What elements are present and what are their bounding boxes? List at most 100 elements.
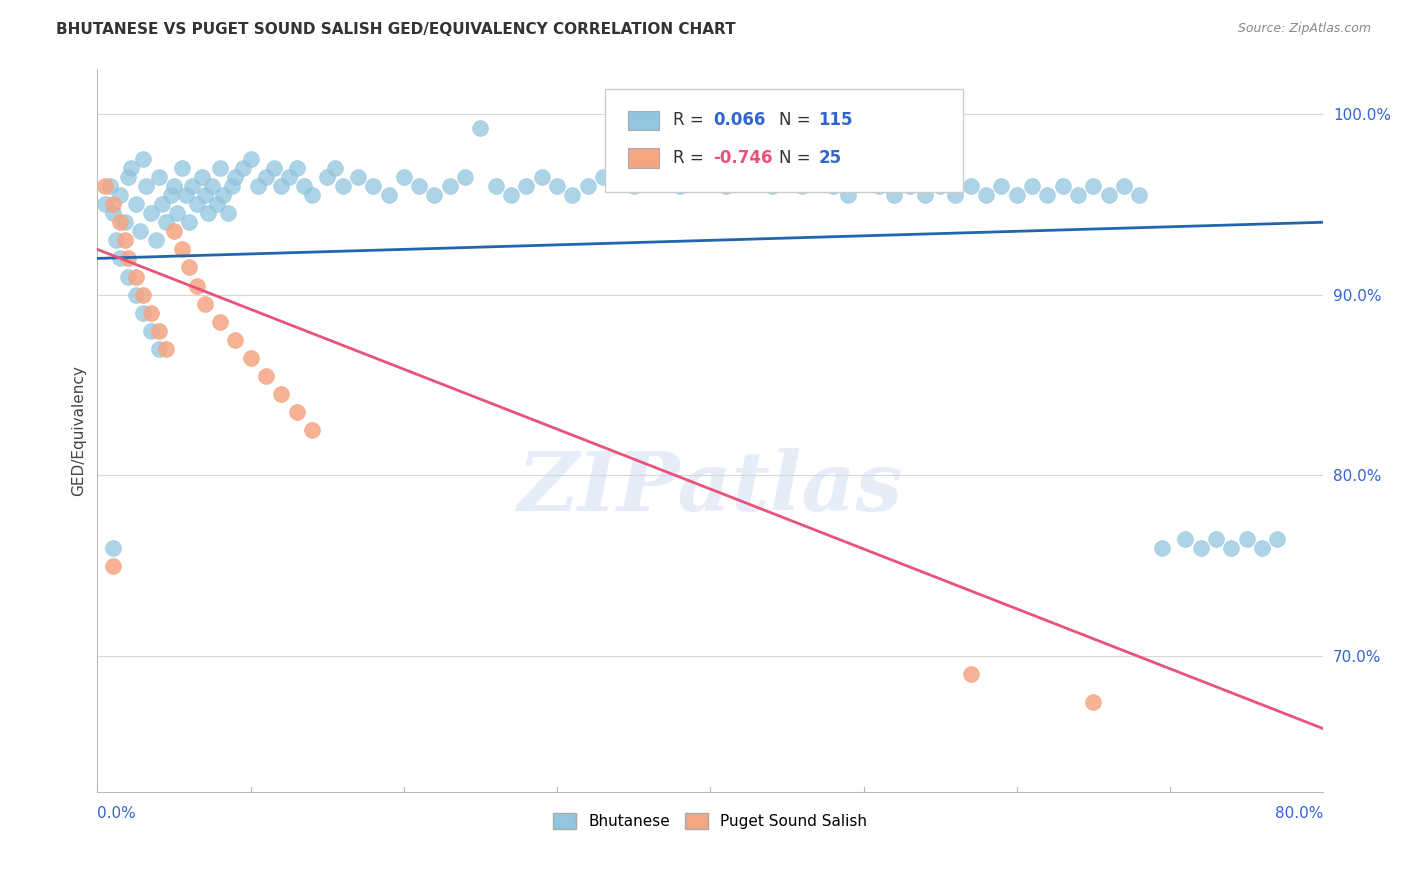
Point: [454, 169, 477, 184]
Point: [852, 169, 875, 184]
Legend: Bhutanese, Puget Sound Salish: Bhutanese, Puget Sound Salish: [547, 806, 873, 835]
Point: [217, 206, 239, 220]
Point: [150, 197, 173, 211]
Point: [239, 152, 262, 166]
Point: [745, 161, 768, 175]
Point: [197, 206, 219, 220]
Point: [1067, 188, 1090, 202]
Point: [837, 188, 859, 202]
Point: [1152, 541, 1174, 555]
Point: [292, 179, 315, 194]
Text: Source: ZipAtlas.com: Source: ZipAtlas.com: [1237, 22, 1371, 36]
Point: [221, 179, 243, 194]
Y-axis label: GED/Equivalency: GED/Equivalency: [72, 365, 86, 496]
Point: [224, 333, 246, 347]
Point: [323, 161, 346, 175]
Point: [990, 179, 1012, 194]
Point: [929, 179, 952, 194]
Point: [163, 224, 186, 238]
Point: [98, 179, 121, 194]
Text: R =: R =: [673, 112, 710, 129]
Point: [1265, 532, 1288, 546]
Point: [530, 169, 553, 184]
Point: [181, 179, 204, 194]
Point: [174, 188, 197, 202]
Point: [761, 179, 783, 194]
Point: [301, 188, 323, 202]
Point: [212, 188, 235, 202]
Point: [607, 161, 630, 175]
Point: [959, 667, 981, 681]
Point: [470, 121, 492, 136]
Point: [124, 197, 146, 211]
Point: [120, 161, 142, 175]
Point: [155, 215, 177, 229]
Point: [179, 260, 201, 275]
Point: [247, 179, 270, 194]
Point: [883, 188, 905, 202]
Point: [959, 179, 981, 194]
Point: [160, 188, 183, 202]
Text: R =: R =: [673, 149, 710, 167]
Point: [139, 306, 162, 320]
Point: [148, 169, 170, 184]
Point: [1251, 541, 1274, 555]
Point: [1083, 179, 1105, 194]
Point: [485, 179, 508, 194]
Point: [104, 233, 127, 247]
Point: [1236, 532, 1258, 546]
Point: [194, 188, 217, 202]
Point: [190, 169, 212, 184]
Point: [166, 206, 188, 220]
Point: [301, 423, 323, 437]
Point: [1112, 179, 1135, 194]
Point: [205, 197, 228, 211]
Text: 115: 115: [818, 112, 853, 129]
Point: [1205, 532, 1227, 546]
Point: [163, 179, 186, 194]
Point: [129, 224, 152, 238]
Point: [155, 342, 177, 356]
Point: [208, 161, 231, 175]
Point: [1220, 541, 1243, 555]
Point: [285, 405, 308, 419]
Point: [392, 169, 415, 184]
Point: [254, 169, 277, 184]
Point: [145, 233, 167, 247]
Point: [135, 179, 157, 194]
Point: [1052, 179, 1074, 194]
Point: [730, 169, 752, 184]
Point: [332, 179, 354, 194]
Text: 80.0%: 80.0%: [1275, 806, 1323, 822]
Point: [699, 161, 721, 175]
Point: [1036, 188, 1059, 202]
Point: [114, 215, 136, 229]
Point: [170, 161, 193, 175]
Point: [254, 369, 277, 384]
Point: [668, 179, 690, 194]
Point: [347, 169, 370, 184]
Text: ZIPatlas: ZIPatlas: [517, 448, 903, 528]
Point: [239, 351, 262, 365]
Point: [94, 179, 117, 194]
Point: [232, 161, 254, 175]
Point: [792, 179, 814, 194]
Point: [868, 179, 890, 194]
Point: [683, 169, 706, 184]
Point: [1174, 532, 1197, 546]
Point: [1098, 188, 1121, 202]
Point: [377, 188, 399, 202]
Point: [201, 179, 224, 194]
Point: [408, 179, 430, 194]
Point: [132, 287, 155, 301]
Point: [101, 541, 124, 555]
Point: [101, 558, 124, 573]
Point: [186, 278, 208, 293]
Point: [132, 152, 155, 166]
Point: [1083, 694, 1105, 708]
Text: -0.746: -0.746: [713, 149, 772, 167]
Point: [898, 179, 921, 194]
Point: [546, 179, 568, 194]
Point: [1128, 188, 1150, 202]
Point: [117, 252, 139, 266]
